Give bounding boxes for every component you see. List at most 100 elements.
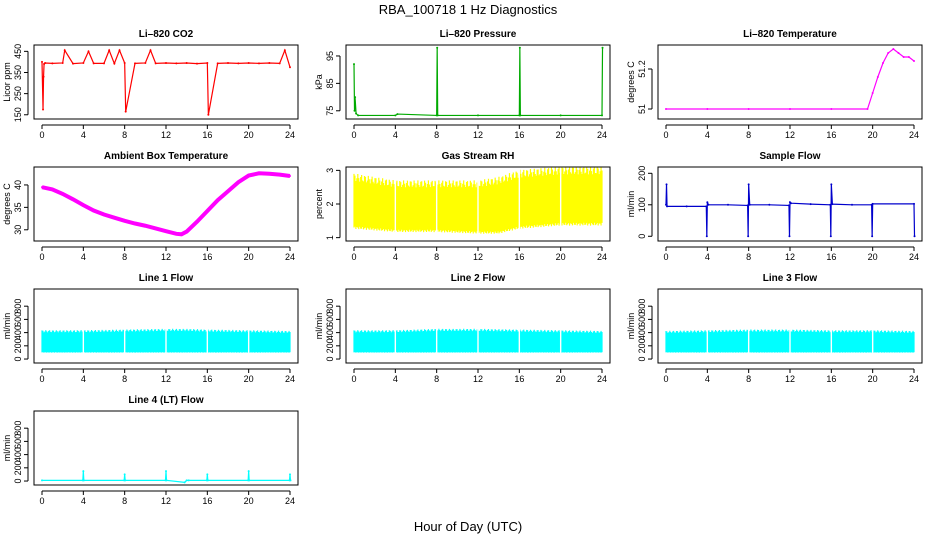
plot-data: [41, 289, 291, 363]
series-point: [353, 63, 355, 66]
series-point: [206, 479, 209, 482]
y-tick-label: 450: [13, 44, 23, 59]
y-tick-label: 150: [13, 107, 23, 122]
x-tick-label: 24: [285, 374, 295, 384]
series-point: [727, 203, 729, 206]
series-point: [92, 209, 95, 212]
y-axis-label: ml/min: [2, 313, 12, 340]
series-point: [355, 112, 358, 115]
series-point: [289, 479, 292, 482]
series-point: [103, 213, 105, 216]
plot-data: [353, 167, 603, 241]
series-point: [289, 473, 291, 476]
series-point: [113, 62, 116, 65]
series-point: [746, 204, 749, 207]
series-point: [72, 198, 74, 201]
series-point: [180, 233, 183, 236]
y-tick-label: 75: [325, 106, 335, 116]
y-tick-label: 600: [637, 312, 647, 327]
x-tick-label: 8: [122, 374, 127, 384]
series-point: [601, 46, 604, 49]
series-point: [185, 230, 188, 233]
plot-frame: [33, 410, 299, 486]
y-tick-label: 800: [13, 421, 23, 436]
y-tick-label: 400: [13, 325, 23, 340]
panel-title: Sample Flow: [759, 151, 820, 162]
series-point: [175, 62, 178, 65]
y-tick-label: 1: [325, 235, 335, 240]
panel-4: Ambient Box Temperature 0 4 8 12 16 20 24 30 35 40…: [2, 151, 299, 262]
series-point: [41, 60, 43, 63]
series-point: [354, 96, 357, 99]
y-tick-label: 95: [325, 51, 335, 61]
series-point: [278, 173, 281, 176]
series-point: [247, 470, 250, 473]
series-point: [829, 235, 832, 238]
series-point: [768, 203, 771, 206]
y-tick-label: 0: [325, 357, 335, 362]
panel-title: Li–820 Pressure: [440, 29, 517, 40]
series-point: [82, 61, 85, 64]
series-point: [258, 62, 260, 65]
series-point: [41, 479, 43, 482]
series-point: [42, 75, 45, 78]
series-point: [103, 62, 105, 65]
x-tick-label: 4: [393, 374, 398, 384]
x-tick-label: 12: [161, 130, 171, 140]
y-tick-label: 800: [13, 299, 23, 314]
series-point: [123, 473, 126, 476]
y-tick-label: 100: [637, 197, 647, 212]
y-tick-label: 600: [13, 434, 23, 449]
x-tick-label: 8: [746, 374, 751, 384]
series-point: [913, 202, 915, 205]
series-point: [665, 183, 668, 186]
series-point: [185, 479, 188, 482]
series-point: [63, 49, 66, 52]
x-tick-label: 12: [473, 374, 483, 384]
x-tick-label: 24: [285, 496, 295, 506]
y-tick-label: 600: [13, 312, 23, 327]
x-tick-label: 20: [244, 496, 254, 506]
y-tick-label: 200: [13, 460, 23, 475]
series-point: [357, 114, 360, 117]
series-point: [787, 204, 790, 207]
x-tick-label: 0: [39, 496, 44, 506]
x-tick-label: 20: [244, 252, 254, 262]
y-axis-label: ml/min: [626, 191, 636, 218]
series-point: [108, 49, 111, 52]
series-point: [665, 203, 667, 206]
series-point: [892, 48, 895, 50]
x-tick-label: 0: [39, 374, 44, 384]
y-tick-label: 800: [637, 299, 647, 314]
x-tick-label: 20: [868, 374, 878, 384]
series-line: [666, 48, 915, 110]
x-tick-label: 0: [351, 252, 356, 262]
x-tick-label: 24: [909, 252, 919, 262]
series-point: [436, 46, 439, 49]
series-point: [851, 203, 853, 206]
x-tick-label: 12: [785, 130, 795, 140]
x-tick-label: 8: [746, 252, 751, 262]
x-tick-label: 12: [161, 496, 171, 506]
panel-title: Line 3 Flow: [763, 273, 818, 284]
plot-frame: [345, 288, 611, 364]
y-tick-label: 200: [325, 338, 335, 353]
series-point: [42, 108, 45, 111]
plot-frame: [657, 44, 923, 120]
x-tick-label: 0: [351, 374, 356, 384]
x-tick-label: 16: [514, 130, 524, 140]
series-point: [871, 235, 874, 238]
y-tick-label: 600: [325, 312, 335, 327]
series-point: [118, 49, 121, 52]
series-point: [788, 235, 791, 238]
series-point: [477, 114, 479, 117]
series-point: [185, 61, 188, 64]
series-line: [665, 184, 916, 237]
series-line: [41, 171, 291, 237]
y-axis-label: ml/min: [314, 313, 324, 340]
x-tick-label: 12: [161, 374, 171, 384]
y-tick-label: 51: [637, 104, 647, 114]
panel-title: Ambient Box Temperature: [104, 151, 229, 162]
panel-title: Line 4 (LT) Flow: [128, 395, 204, 406]
series-point: [258, 172, 260, 175]
